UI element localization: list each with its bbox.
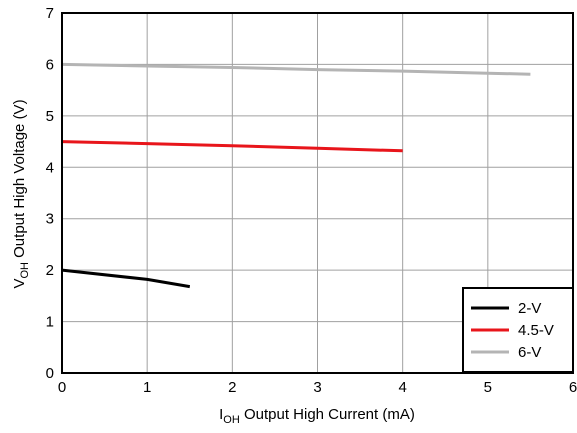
x-tick-label: 3: [313, 379, 321, 396]
x-tick-label: 4: [398, 379, 406, 396]
y-tick-label: 4: [46, 159, 54, 176]
y-tick-label: 0: [46, 365, 54, 382]
x-axis-label-text: Output High Current (mA): [240, 406, 415, 423]
y-axis-label-text: Output High Voltage (V): [11, 99, 28, 262]
y-tick-label: 5: [46, 108, 54, 125]
legend-label-6-V: 6-V: [518, 344, 541, 361]
y-axis-label-symbol: V: [11, 279, 28, 289]
y-axis-label: VOH Output High Voltage (V): [11, 99, 31, 288]
legend-label-2-V: 2-V: [518, 300, 541, 317]
x-tick-label: 0: [58, 379, 66, 396]
legend-label-4.5-V: 4.5-V: [518, 322, 554, 339]
y-tick-label: 3: [46, 211, 54, 228]
y-tick-label: 6: [46, 56, 54, 73]
x-axis-label-symbol: I: [219, 406, 223, 423]
y-axis-label-subscript: OH: [19, 262, 31, 279]
y-tick-label: 1: [46, 314, 54, 331]
series-lines: [61, 62, 531, 289]
x-tick-label: 6: [569, 379, 577, 396]
x-tick-label: 5: [484, 379, 492, 396]
series-line-6-V: [61, 62, 531, 76]
y-tick-label: 7: [46, 5, 54, 22]
grid: [62, 13, 573, 373]
x-tick-label: 2: [228, 379, 236, 396]
x-axis-label: IOH Output High Current (mA): [219, 406, 415, 426]
y-tick-label: 2: [46, 262, 54, 279]
series-line-2-V: [61, 268, 191, 289]
x-tick-label: 1: [143, 379, 151, 396]
plot-frame: [61, 12, 574, 374]
legend: 2-V 4.5-V 6-V: [462, 287, 574, 373]
series-line-4.5-V: [61, 140, 403, 153]
tick-labels: 0 1 2 3 4 5 6 0 1 2 3 4 5 6 7: [46, 5, 577, 396]
x-axis-label-subscript: OH: [223, 414, 240, 426]
